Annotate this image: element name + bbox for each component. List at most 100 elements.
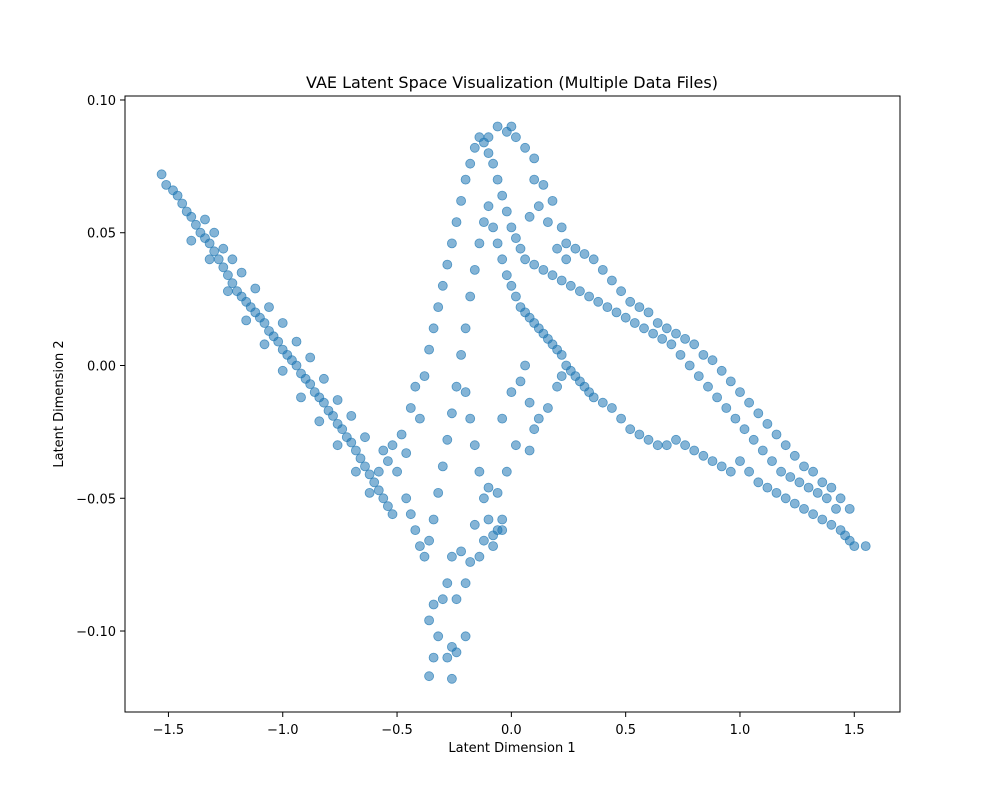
scatter-point bbox=[533, 201, 544, 212]
scatter-point bbox=[529, 424, 540, 435]
scatter-point bbox=[277, 318, 288, 328]
scatter-point bbox=[424, 671, 435, 682]
scatter-point bbox=[753, 477, 764, 488]
x-tick-label: 1.5 bbox=[844, 723, 865, 738]
scatter-point bbox=[442, 434, 453, 445]
scatter-point bbox=[506, 222, 517, 233]
scatter-point bbox=[817, 477, 828, 488]
scatter-point bbox=[250, 283, 261, 294]
scatter-point bbox=[227, 254, 238, 265]
scatter-point bbox=[821, 493, 832, 504]
scatter-point bbox=[511, 440, 521, 451]
scatter-point bbox=[616, 286, 626, 297]
scatter-point bbox=[446, 551, 457, 562]
scatter-point bbox=[648, 328, 658, 339]
scatter-point bbox=[332, 395, 343, 405]
scatter-point bbox=[785, 472, 796, 482]
scatter-point bbox=[451, 647, 462, 658]
scatter-point bbox=[460, 323, 471, 334]
scatter-point bbox=[360, 432, 370, 443]
scatter-point bbox=[428, 652, 439, 663]
scatter-point bbox=[593, 296, 604, 307]
scatter-point bbox=[456, 546, 467, 557]
scatter-point bbox=[497, 514, 508, 525]
scatter-point bbox=[227, 278, 238, 289]
scatter-point bbox=[474, 466, 485, 477]
scatter-point bbox=[520, 254, 530, 265]
scatter-point bbox=[305, 352, 316, 363]
scatter-point bbox=[355, 453, 366, 464]
x-tick-label: −1.5 bbox=[153, 723, 185, 738]
scatter-point bbox=[369, 477, 380, 488]
scatter-point bbox=[529, 174, 540, 185]
scatter-point bbox=[543, 217, 553, 228]
scatter-point bbox=[547, 270, 558, 281]
scatter-point bbox=[860, 541, 871, 551]
scatter-point bbox=[524, 211, 535, 222]
scatter-point bbox=[314, 416, 325, 427]
scatter-point bbox=[501, 270, 512, 281]
chart-title: VAE Latent Space Visualization (Multiple… bbox=[306, 73, 718, 92]
scatter-point bbox=[616, 413, 626, 424]
scatter-point bbox=[762, 418, 773, 429]
scatter-point bbox=[707, 456, 718, 467]
scatter-point bbox=[538, 179, 549, 190]
scatter-point bbox=[492, 487, 503, 498]
scatter-point bbox=[161, 179, 172, 190]
scatter-point bbox=[524, 397, 535, 408]
scatter-point bbox=[771, 487, 782, 498]
scatter-point bbox=[419, 551, 430, 562]
scatter-point bbox=[639, 323, 649, 334]
scatter-point bbox=[437, 280, 448, 291]
plot-frame bbox=[124, 95, 901, 713]
scatter-point bbox=[511, 291, 521, 302]
scatter-point bbox=[483, 132, 494, 143]
scatter-point bbox=[698, 349, 709, 360]
scatter-point bbox=[492, 121, 503, 132]
scatter-point bbox=[529, 259, 540, 270]
scatter-point bbox=[433, 302, 444, 313]
scatter-point bbox=[405, 403, 416, 413]
scatter-point bbox=[364, 487, 375, 498]
scatter-point bbox=[684, 360, 695, 371]
scatter-point bbox=[552, 381, 562, 392]
scatter-point bbox=[478, 493, 489, 504]
scatter-point bbox=[625, 296, 636, 307]
scatter-point bbox=[721, 403, 732, 413]
scatter-point bbox=[744, 397, 754, 408]
scatter-point bbox=[213, 254, 224, 265]
x-tick-label: 0.5 bbox=[615, 723, 636, 738]
scatter-point bbox=[474, 238, 485, 249]
scatter-point bbox=[200, 214, 210, 225]
scatter-point bbox=[675, 349, 686, 360]
scatter-point bbox=[611, 307, 622, 318]
scatter-point bbox=[812, 487, 823, 498]
scatter-point bbox=[767, 456, 777, 467]
scatter-point bbox=[780, 440, 791, 451]
scatter-point bbox=[222, 286, 233, 297]
scatter-point bbox=[405, 509, 416, 520]
scatter-point bbox=[332, 440, 343, 451]
scatter-point bbox=[186, 211, 197, 222]
scatter-point bbox=[671, 434, 681, 445]
y-tick-label: 0.00 bbox=[87, 360, 116, 375]
scatter-point bbox=[652, 440, 663, 451]
scatter-point bbox=[428, 514, 439, 525]
scatter-point bbox=[808, 509, 818, 520]
scatter-point bbox=[469, 264, 480, 275]
scatter-point bbox=[501, 466, 512, 477]
scatter-point bbox=[826, 519, 837, 530]
scatter-point bbox=[492, 238, 503, 249]
scatter-point bbox=[156, 169, 167, 180]
scatter-point bbox=[428, 323, 439, 334]
scatter-point bbox=[780, 493, 791, 504]
scatter-point bbox=[680, 440, 690, 451]
scatter-point bbox=[515, 243, 526, 254]
y-tick-label: −0.10 bbox=[76, 625, 116, 640]
scatter-point bbox=[350, 466, 361, 477]
scatter-point bbox=[753, 408, 764, 419]
scatter-point bbox=[442, 578, 453, 589]
scatter-point bbox=[501, 206, 512, 217]
scatter-point bbox=[497, 525, 508, 535]
